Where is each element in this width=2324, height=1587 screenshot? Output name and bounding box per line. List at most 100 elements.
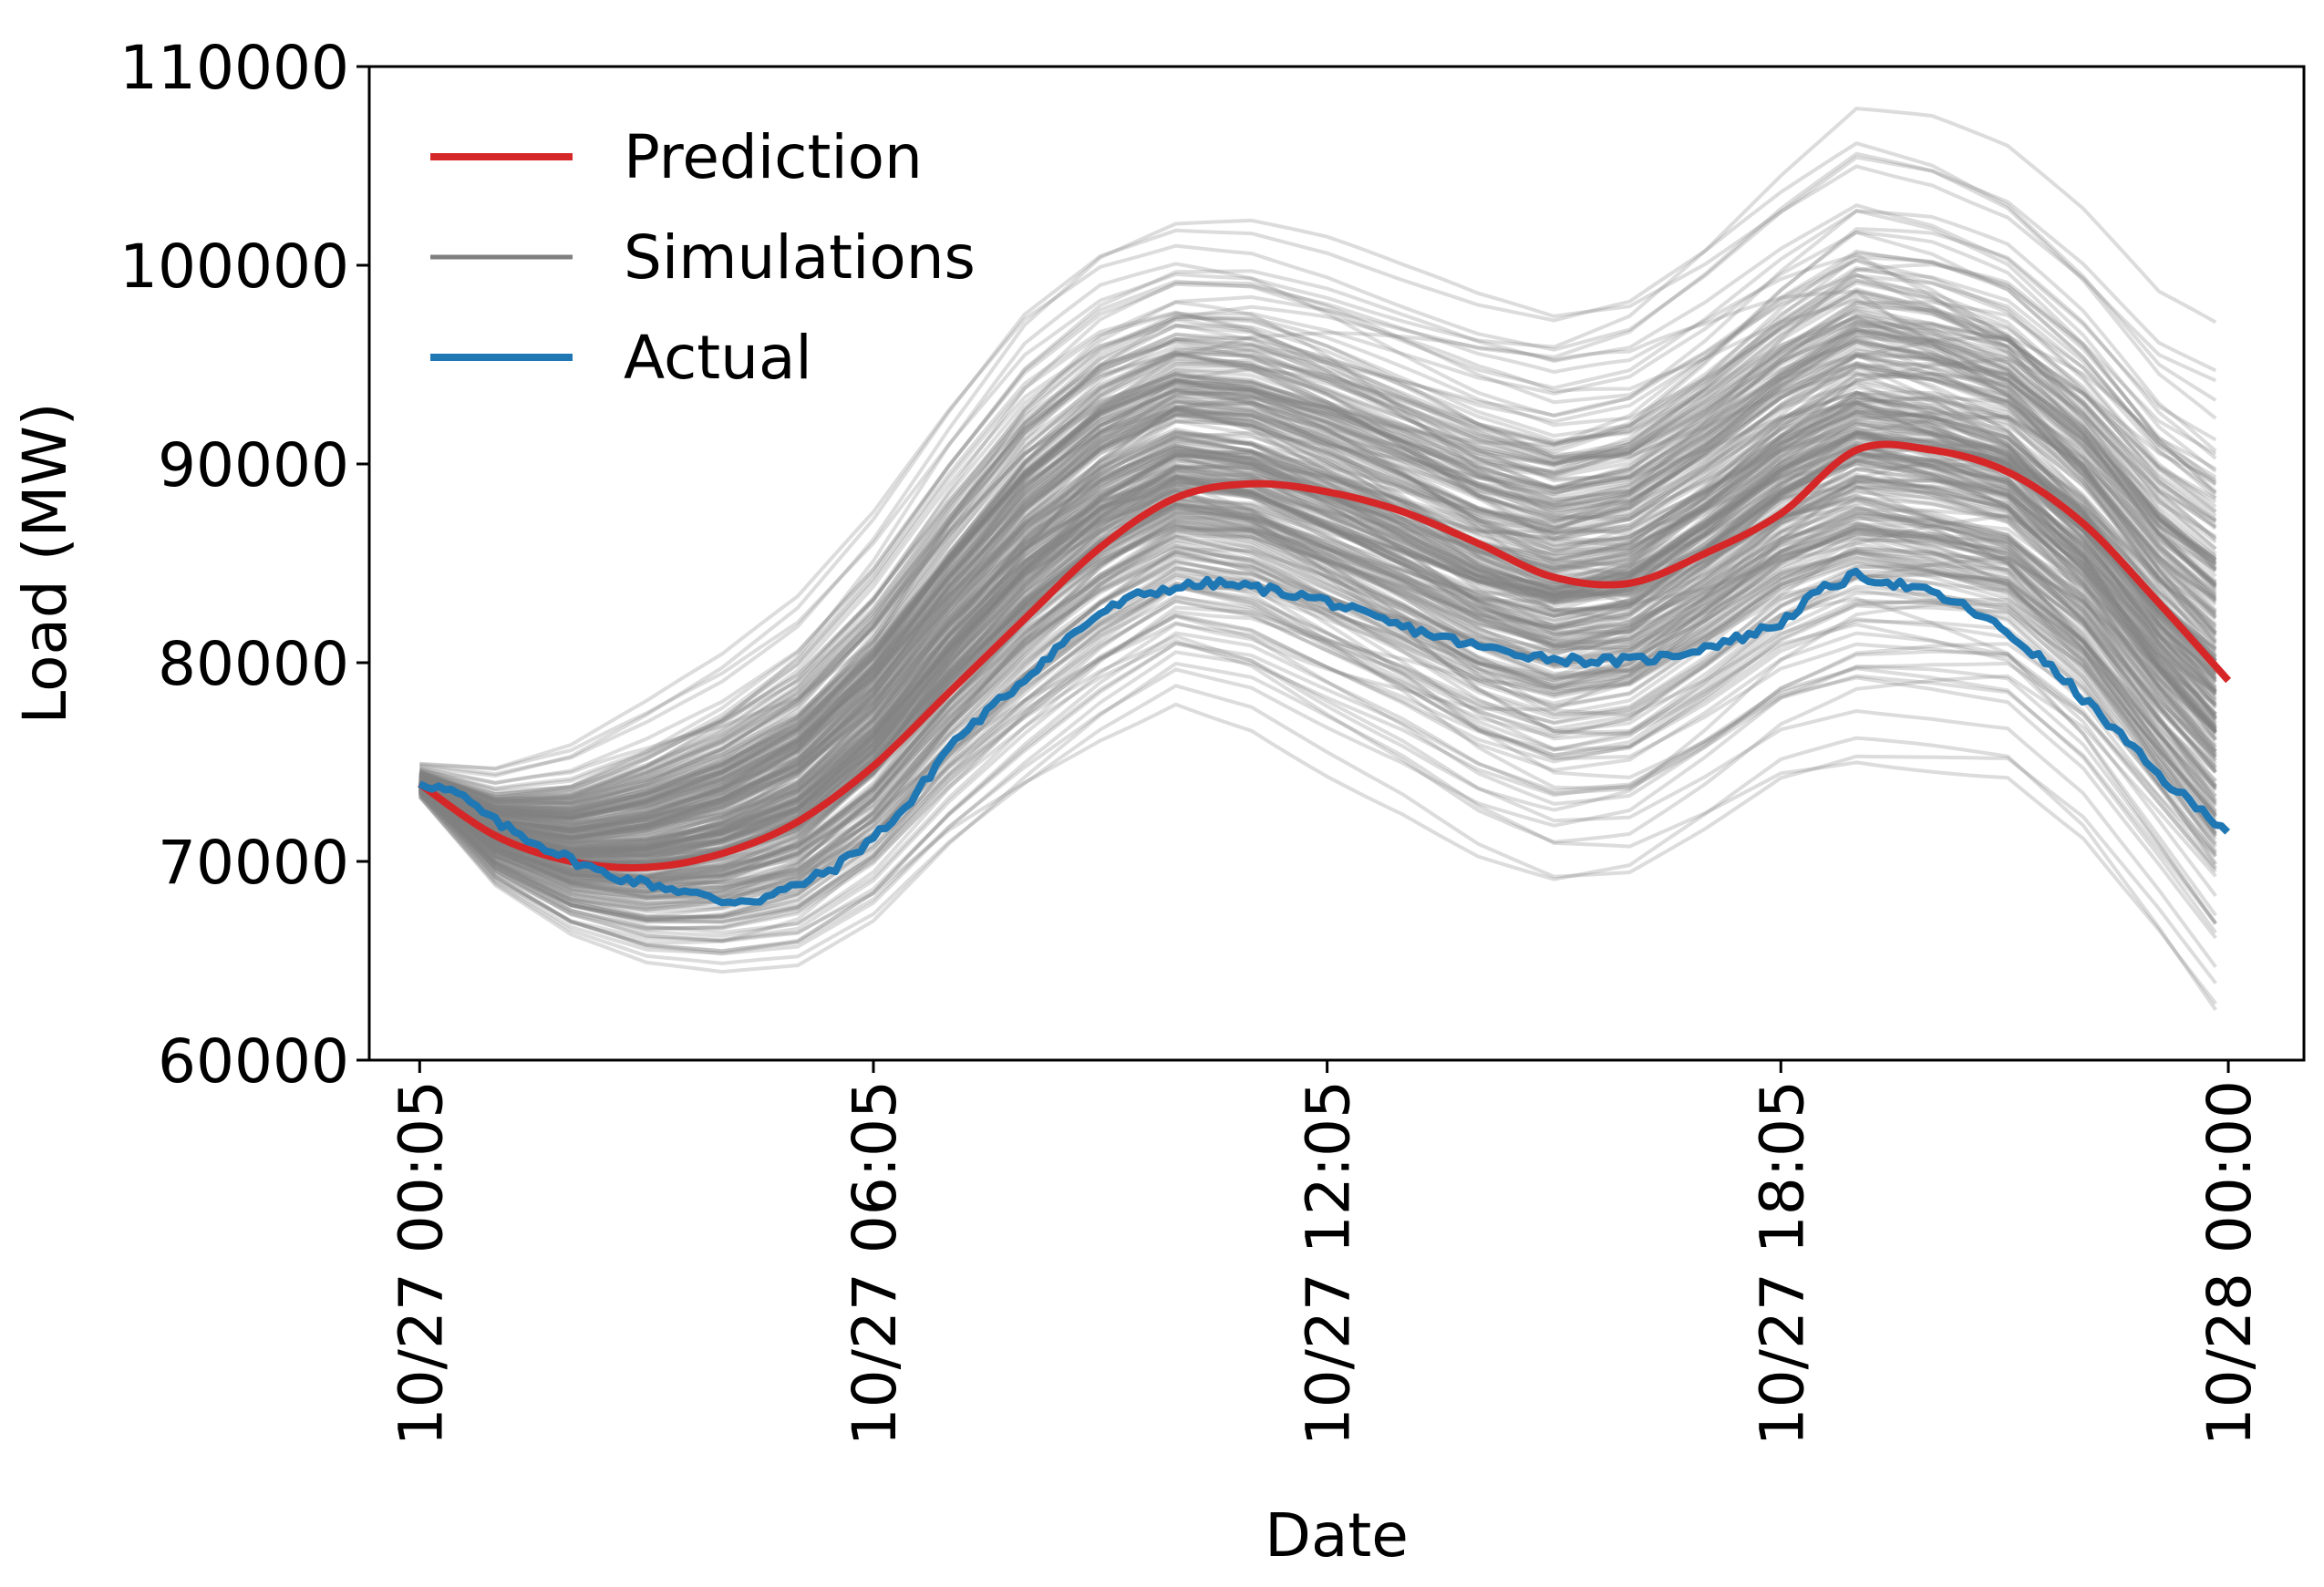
simulation-line (418, 461, 2217, 880)
simulation-line (418, 572, 2217, 945)
simulation-line (418, 459, 2217, 860)
simulation-line (418, 451, 2217, 866)
x-tick-label: 10/27 00:05 (386, 1080, 456, 1446)
simulation-line (418, 511, 2217, 897)
simulation-line (418, 488, 2217, 888)
simulation-line (418, 525, 2217, 887)
simulation-line (418, 494, 2217, 882)
simulation-line (418, 650, 2217, 956)
simulation-line (418, 340, 2217, 819)
simulation-line (418, 408, 2217, 847)
simulation-line (418, 314, 2217, 816)
simulation-line (418, 569, 2217, 899)
simulation-line (418, 478, 2217, 880)
simulation-line (418, 249, 2217, 797)
simulation-line (418, 365, 2217, 840)
simulation-line (418, 322, 2217, 797)
simulation-line (418, 595, 2217, 938)
simulation-line (418, 641, 2217, 968)
simulation-line (418, 594, 2217, 924)
simulation-line (418, 289, 2217, 836)
simulation-line (418, 521, 2217, 863)
simulation-line (418, 265, 2217, 801)
simulation-line (418, 258, 2217, 807)
simulation-line (418, 449, 2217, 850)
simulation-line (418, 289, 2217, 786)
simulation-line (418, 451, 2217, 858)
simulation-line (418, 272, 2217, 812)
y-tick-label: 60000 (158, 1026, 349, 1097)
simulation-line (418, 428, 2217, 854)
simulation-line (418, 485, 2217, 851)
simulation-line (418, 397, 2217, 860)
simulation-line (418, 377, 2217, 834)
simulation-line (418, 400, 2217, 851)
simulation-line (418, 371, 2217, 831)
simulation-line (418, 405, 2217, 859)
simulation-line (418, 395, 2217, 818)
simulation-line (418, 562, 2217, 872)
simulation-line (418, 458, 2217, 860)
simulation-line (418, 151, 2217, 794)
simulation-line (418, 399, 2217, 832)
simulation-line (418, 588, 2217, 934)
simulation-line (418, 381, 2217, 849)
simulation-line (418, 300, 2217, 809)
simulation-line (418, 315, 2217, 820)
simulation-line (418, 400, 2217, 880)
legend-label-simulations: Simulations (624, 222, 976, 293)
x-axis-label: Date (1265, 1500, 1409, 1571)
simulation-line (419, 155, 2217, 770)
simulation-line (418, 404, 2217, 847)
simulation-line (418, 451, 2217, 853)
simulation-line (418, 353, 2217, 820)
simulation-line (418, 517, 2217, 921)
simulation-line (418, 317, 2217, 814)
prediction-line (418, 440, 2232, 871)
simulation-line (418, 475, 2217, 866)
simulation-line (418, 308, 2217, 818)
simulation-line (418, 273, 2217, 808)
simulation-line (418, 421, 2217, 856)
simulation-line (418, 339, 2217, 832)
simulation-line (418, 355, 2217, 804)
simulation-line (418, 297, 2217, 801)
simulation-line (418, 209, 2217, 797)
simulation-line (418, 638, 2217, 924)
x-axis: 10/27 00:05 10/27 06:05 10/27 12:05 10/27 1… (386, 1060, 2265, 1446)
simulation-line (418, 311, 2217, 800)
simulation-line (418, 409, 2217, 859)
x-tick-label: 10/28 00:00 (2195, 1080, 2265, 1446)
simulation-line (418, 437, 2217, 839)
simulation-line (418, 538, 2217, 902)
simulation-line (418, 551, 2217, 919)
simulation-line (418, 351, 2217, 812)
simulation-line (418, 428, 2217, 834)
simulation-line (418, 500, 2217, 923)
simulation-line (418, 390, 2217, 840)
simulation-line (418, 411, 2217, 839)
simulation-line (418, 438, 2217, 853)
simulation-line (418, 412, 2217, 867)
simulation-line (418, 488, 2217, 881)
simulation-line (418, 353, 2217, 840)
simulation-line (418, 324, 2217, 808)
simulation-line (418, 401, 2217, 857)
simulation-line (418, 436, 2217, 853)
simulation-line (418, 599, 2217, 924)
prediction-layer (418, 440, 2232, 871)
simulation-line (418, 401, 2217, 833)
y-tick-label: 80000 (158, 629, 349, 699)
simulation-line (418, 476, 2217, 864)
simulation-line (418, 267, 2217, 799)
simulation-line (418, 289, 2217, 810)
simulation-line (418, 431, 2217, 860)
simulation-line (418, 395, 2217, 811)
simulation-line (418, 320, 2217, 815)
simulation-line (418, 444, 2217, 855)
simulation-line (418, 251, 2217, 810)
simulation-line (418, 451, 2217, 863)
simulation-line (418, 291, 2217, 801)
